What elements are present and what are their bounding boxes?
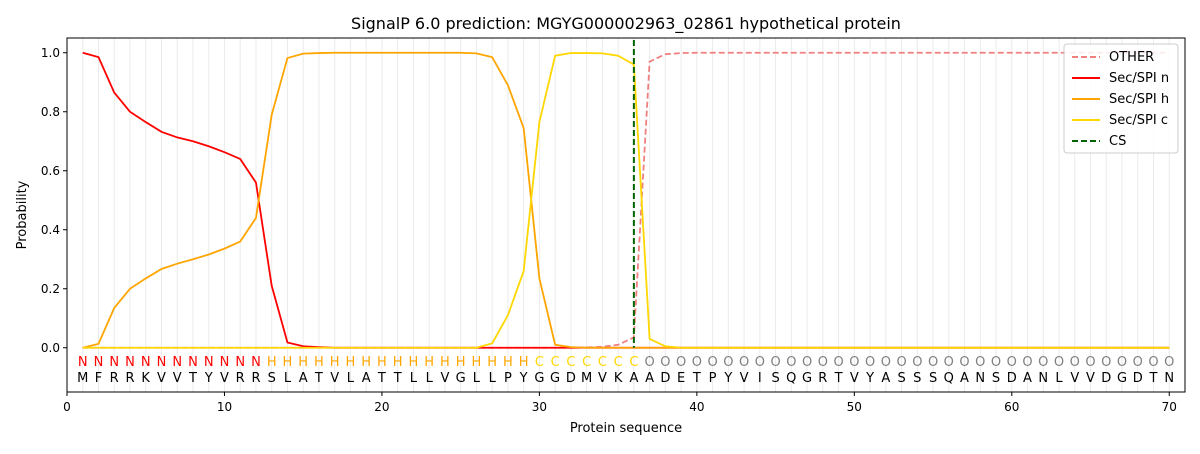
x-tick-label: 70 <box>1162 400 1177 414</box>
region-label: C <box>629 355 638 370</box>
region-label: H <box>393 355 403 370</box>
region-label: N <box>188 355 198 370</box>
region-label: O <box>770 355 780 370</box>
legend-entry: Sec/SPI h <box>1109 92 1169 107</box>
region-label: O <box>959 355 969 370</box>
region-label: O <box>1148 355 1158 370</box>
region-label: N <box>141 355 151 370</box>
region-label: N <box>172 355 182 370</box>
region-label: C <box>598 355 607 370</box>
region-label: H <box>487 355 497 370</box>
region-label: O <box>1164 355 1174 370</box>
region-label: C <box>551 355 560 370</box>
y-tick-label: 0.0 <box>41 341 60 355</box>
region-label: H <box>330 355 340 370</box>
region-label: O <box>833 355 843 370</box>
x-tick-label: 30 <box>532 400 547 414</box>
x-tick-label: 50 <box>847 400 862 414</box>
chart-title: SignalP 6.0 prediction: MGYG000002963_02… <box>351 14 901 34</box>
x-tick-label: 10 <box>217 400 232 414</box>
region-label: O <box>1117 355 1127 370</box>
series-line-sec-spi-c <box>82 52 1170 349</box>
region-label: O <box>707 355 717 370</box>
region-label: H <box>267 355 277 370</box>
region-label: O <box>1070 355 1080 370</box>
y-tick-label: 1.0 <box>41 46 60 60</box>
region-label: H <box>283 355 293 370</box>
region-label: N <box>220 355 230 370</box>
legend-box <box>1063 43 1179 154</box>
region-label: H <box>519 355 529 370</box>
x-axis-label: Protein sequence <box>570 421 682 436</box>
region-label: O <box>1101 355 1111 370</box>
x-tick-label: 40 <box>689 400 704 414</box>
region-label: O <box>755 355 765 370</box>
y-tick-label: 0.8 <box>41 105 60 119</box>
region-label: N <box>94 355 104 370</box>
region-label: O <box>865 355 875 370</box>
region-label: O <box>928 355 938 370</box>
region-label: H <box>314 355 324 370</box>
region-label: N <box>78 355 88 370</box>
region-label: N <box>235 355 245 370</box>
region-label: H <box>298 355 308 370</box>
region-label: H <box>456 355 466 370</box>
region-label: N <box>109 355 119 370</box>
region-label: C <box>614 355 623 370</box>
x-tick-label: 20 <box>374 400 389 414</box>
y-axis-label: Probability <box>15 180 30 249</box>
legend-entry: OTHER <box>1109 50 1154 65</box>
region-label: H <box>346 355 356 370</box>
region-label: O <box>723 355 733 370</box>
region-label: H <box>377 355 387 370</box>
region-label: N <box>251 355 261 370</box>
legend: OTHER Sec/SPI n Sec/SPI h Sec/SPI c CS <box>1063 43 1179 154</box>
region-label: O <box>660 355 670 370</box>
y-tick-label: 0.4 <box>41 223 60 237</box>
region-label: O <box>991 355 1001 370</box>
region-label: H <box>472 355 482 370</box>
region-label: H <box>440 355 450 370</box>
region-label: O <box>912 355 922 370</box>
y-tick-label: 0.6 <box>41 164 60 178</box>
region-label: O <box>1022 355 1032 370</box>
region-label: N <box>157 355 167 370</box>
region-label: O <box>1054 355 1064 370</box>
region-label: C <box>582 355 591 370</box>
region-label: O <box>944 355 954 370</box>
region-label: O <box>1038 355 1048 370</box>
region-label: O <box>975 355 985 370</box>
region-label: O <box>739 355 749 370</box>
region-label: O <box>692 355 702 370</box>
region-label: C <box>566 355 575 370</box>
legend-entry: Sec/SPI n <box>1109 71 1169 86</box>
region-label: O <box>1007 355 1017 370</box>
legend-entry: Sec/SPI c <box>1109 113 1168 128</box>
y-tick-label: 0.2 <box>41 282 60 296</box>
region-label: N <box>204 355 214 370</box>
plot-frame <box>66 37 1186 393</box>
region-label: O <box>1133 355 1143 370</box>
region-label: H <box>361 355 371 370</box>
region-label: C <box>535 355 544 370</box>
region-label: O <box>802 355 812 370</box>
region-label: O <box>849 355 859 370</box>
region-label: O <box>896 355 906 370</box>
region-label: H <box>409 355 419 370</box>
region-label: O <box>818 355 828 370</box>
x-tick-label: 60 <box>1004 400 1019 414</box>
region-label: H <box>503 355 513 370</box>
region-label: O <box>881 355 891 370</box>
region-label: O <box>645 355 655 370</box>
region-label: N <box>125 355 135 370</box>
legend-entry: CS <box>1109 134 1126 149</box>
region-label: H <box>424 355 434 370</box>
region-label: O <box>786 355 796 370</box>
region-label: O <box>676 355 686 370</box>
x-tick-label: 0 <box>63 400 71 414</box>
region-label: O <box>1085 355 1095 370</box>
